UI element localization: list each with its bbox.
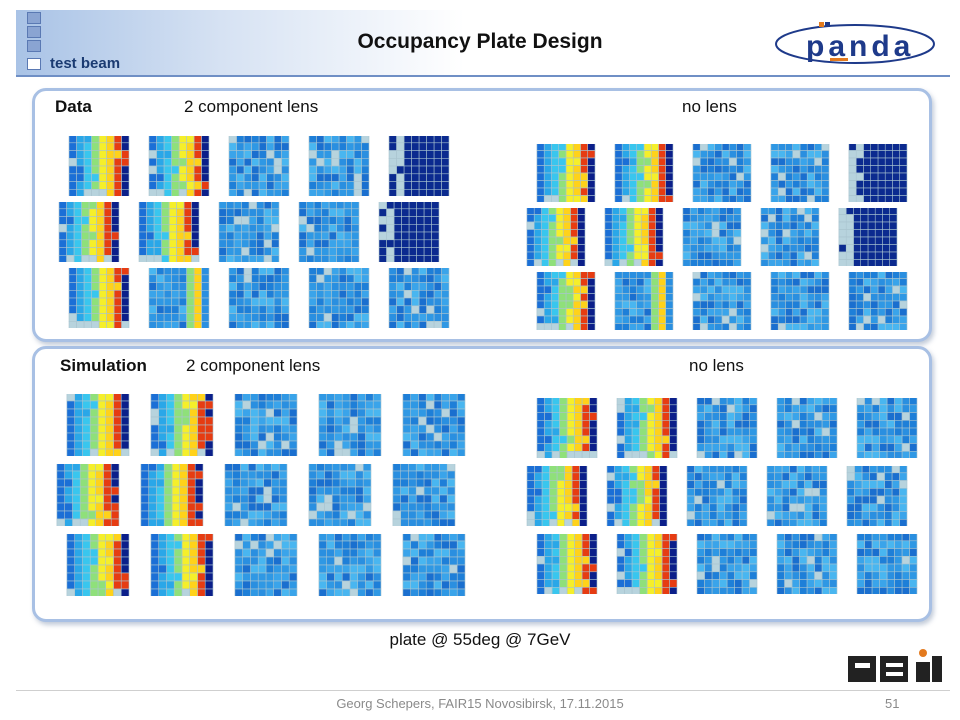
occupancy-plate <box>536 144 596 202</box>
occupancy-plate <box>682 208 742 266</box>
simulation-left-label: 2 component lens <box>186 356 321 375</box>
occupancy-plate <box>686 466 748 526</box>
header-square-icon <box>27 26 41 38</box>
occupancy-plate <box>770 272 830 330</box>
occupancy-plate <box>58 202 120 262</box>
occupancy-plate <box>318 534 382 596</box>
page-number: 51 <box>885 696 900 711</box>
occupancy-plate <box>378 202 440 262</box>
occupancy-plate <box>614 144 674 202</box>
occupancy-plate <box>766 466 828 526</box>
occupancy-plate <box>308 136 370 196</box>
occupancy-plate <box>392 464 456 526</box>
data-right-label: no lens <box>682 97 737 116</box>
occupancy-plate <box>604 208 664 266</box>
header-band <box>16 10 950 76</box>
occupancy-plate <box>308 268 370 328</box>
occupancy-plate <box>536 534 598 594</box>
header-square-icon <box>27 12 41 24</box>
occupancy-plate <box>856 534 918 594</box>
data-left-label: 2 component lens <box>184 97 319 116</box>
occupancy-plate <box>692 144 752 202</box>
occupancy-plate <box>148 136 210 196</box>
page-title: Occupancy Plate Design <box>357 30 603 53</box>
occupancy-plate <box>68 136 130 196</box>
occupancy-plate <box>526 208 586 266</box>
occupancy-plate <box>150 534 214 596</box>
occupancy-plate <box>234 394 298 456</box>
occupancy-plate <box>402 394 466 456</box>
occupancy-plate <box>848 144 908 202</box>
occupancy-plate <box>56 464 120 526</box>
occupancy-plate <box>856 398 918 458</box>
occupancy-plate <box>776 398 838 458</box>
occupancy-plate <box>696 398 758 458</box>
occupancy-plate <box>616 398 678 458</box>
occupancy-plate <box>776 534 838 594</box>
occupancy-plate <box>838 208 898 266</box>
footer-text: Georg Schepers, FAIR15 Novosibirsk, 17.1… <box>336 696 624 711</box>
occupancy-plate <box>218 202 280 262</box>
occupancy-plate <box>308 464 372 526</box>
occupancy-plate <box>66 394 130 456</box>
simulation-right-label: no lens <box>689 356 744 375</box>
occupancy-plate <box>224 464 288 526</box>
occupancy-plate <box>616 534 678 594</box>
occupancy-plate <box>140 464 204 526</box>
simulation-label: Simulation <box>60 356 147 375</box>
occupancy-plate <box>614 272 674 330</box>
occupancy-plate <box>138 202 200 262</box>
occupancy-plate <box>228 136 290 196</box>
header-square-icon <box>27 58 41 70</box>
panda-logo-icon: panda <box>775 22 935 64</box>
occupancy-plate <box>228 268 290 328</box>
occupancy-plate <box>606 466 668 526</box>
occupancy-plate <box>760 208 820 266</box>
occupancy-plate <box>234 534 298 596</box>
footer-divider <box>16 690 950 691</box>
occupancy-plate <box>150 394 214 456</box>
occupancy-plate <box>68 268 130 328</box>
occupancy-plate <box>848 272 908 330</box>
data-label: Data <box>55 97 92 116</box>
svg-text:panda: panda <box>806 30 914 63</box>
occupancy-plate <box>536 398 598 458</box>
header-divider <box>16 75 950 77</box>
occupancy-plate <box>298 202 360 262</box>
occupancy-plate <box>388 136 450 196</box>
occupancy-plate <box>148 268 210 328</box>
occupancy-plate <box>318 394 382 456</box>
occupancy-plate <box>536 272 596 330</box>
gsi-logo-icon <box>848 649 942 682</box>
caption: plate @ 55deg @ 7GeV <box>389 630 571 649</box>
occupancy-plate <box>696 534 758 594</box>
occupancy-plate <box>66 534 130 596</box>
header-square-icon <box>27 40 41 52</box>
occupancy-plate <box>526 466 588 526</box>
occupancy-plate <box>402 534 466 596</box>
section-kicker: test beam <box>50 55 121 72</box>
occupancy-plate <box>692 272 752 330</box>
occupancy-plate <box>388 268 450 328</box>
occupancy-plate <box>770 144 830 202</box>
occupancy-plate <box>846 466 908 526</box>
